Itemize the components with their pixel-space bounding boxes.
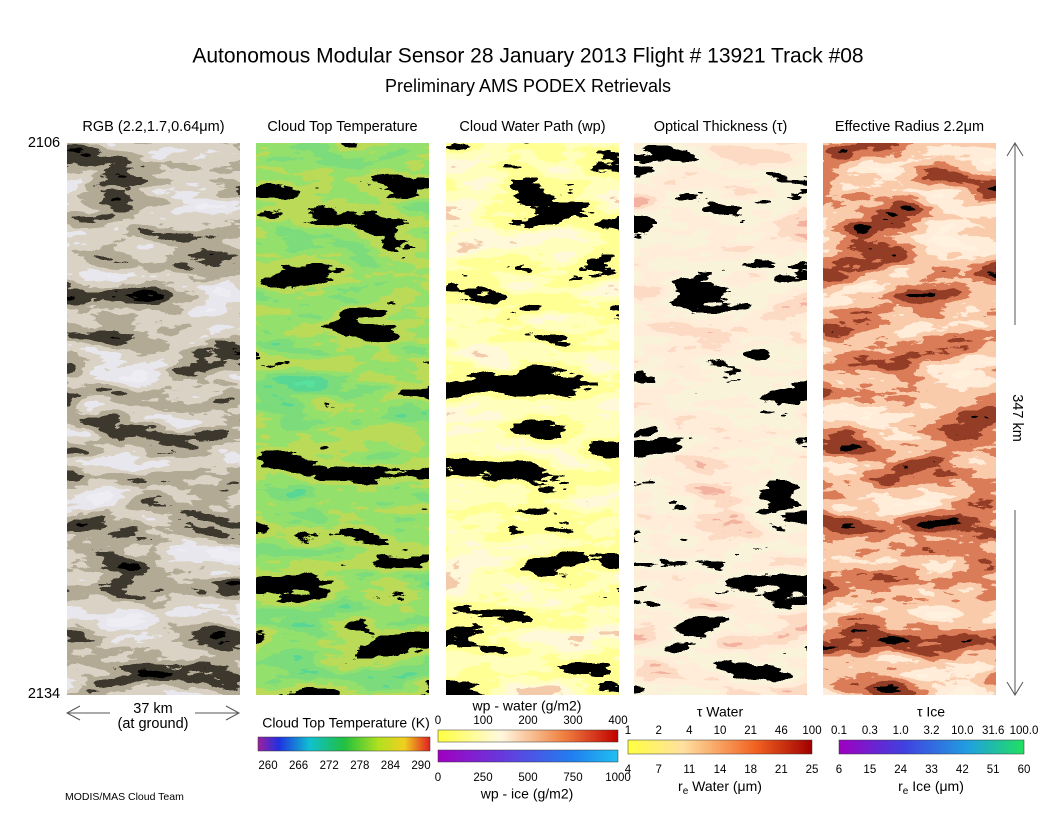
- colorbar-tick-label: 21: [775, 764, 788, 776]
- colorbar-tick-label: 266: [289, 760, 308, 772]
- panel-label: Optical Thickness (τ): [654, 119, 788, 135]
- colorbar-label: re Water (μm): [678, 778, 762, 797]
- panel-label: Effective Radius 2.2μm: [835, 119, 984, 135]
- colorbar-tick-label: 100: [473, 715, 492, 727]
- colorbar: [437, 749, 619, 763]
- colorbar-tick-label: 400: [608, 715, 627, 727]
- width-arrow: [65, 705, 241, 721]
- colorbar-tick-label: 42: [956, 764, 969, 776]
- length-arrow: [1006, 142, 1024, 696]
- panel-label: RGB (2.2,1.7,0.64μm): [82, 119, 224, 135]
- colorbar-label: Cloud Top Temperature (K): [262, 715, 430, 731]
- colorbar-tick-label: 33: [925, 764, 938, 776]
- colorbar-label: τ Ice: [917, 704, 945, 720]
- colorbar-tick-label: 272: [320, 760, 339, 772]
- colorbar-tick-label: 7: [655, 764, 661, 776]
- colorbar: [437, 729, 619, 743]
- image-panel: [256, 143, 429, 695]
- colorbar: [838, 739, 1025, 755]
- colorbar-tick-label: 1: [625, 725, 631, 737]
- image-panel: [823, 143, 996, 695]
- panels: RGB (2.2,1.7,0.64μm) Cloud Top Temperatur…: [67, 119, 996, 695]
- symbol: r: [898, 778, 903, 794]
- colorbar-tick-label: 0.1: [831, 725, 847, 737]
- colorbar-label: τ Water: [697, 704, 744, 720]
- colorbar-tick-label: 21: [744, 725, 757, 737]
- colorbar-tick-label: 15: [863, 764, 876, 776]
- colorbar-tick-label: 6: [836, 764, 842, 776]
- colorbar-tick-label: 25: [806, 764, 819, 776]
- length-label: 347 km: [1009, 394, 1025, 442]
- colorbar-tick-label: 46: [775, 725, 788, 737]
- colorbar-tick-label: 18: [744, 764, 757, 776]
- colorbar-tick-label: 250: [473, 772, 492, 784]
- colorbar-tick-label: 278: [350, 760, 369, 772]
- width-label: 37 km: [133, 701, 173, 717]
- symbol: r: [678, 778, 683, 794]
- colorbar-tick-label: 200: [518, 715, 537, 727]
- colorbar-tick-label: 260: [258, 760, 277, 772]
- colorbar-tick-label: 24: [894, 764, 907, 776]
- colorbar-tick-label: 100: [802, 725, 821, 737]
- colorbar-tick-label: 1.0: [893, 725, 909, 737]
- image-panel: [67, 143, 240, 695]
- colorbar-tick-label: 0.3: [862, 725, 878, 737]
- scan-start: 2106: [28, 135, 60, 151]
- colorbar-tick-label: 3.2: [924, 725, 940, 737]
- colorbar-tick-label: 300: [563, 715, 582, 727]
- colorbar-tick-label: 4: [625, 764, 632, 776]
- colorbar-tick-label: 60: [1018, 764, 1031, 776]
- panel-label: Cloud Water Path (wp): [459, 119, 605, 135]
- subscript: e: [903, 786, 909, 797]
- colorbar-tick-label: 1000: [605, 772, 631, 784]
- image-panel: [634, 143, 807, 695]
- colorbar-label: re Ice (μm): [898, 778, 964, 797]
- colorbar-label: wp - water (g/m2): [472, 698, 582, 714]
- colorbar: [257, 736, 431, 752]
- colorbar-tick-label: 290: [411, 760, 430, 772]
- subscript: e: [683, 786, 689, 797]
- colorbar-tick-label: 10.0: [951, 725, 973, 737]
- colorbar: [627, 739, 813, 755]
- colorbar-tick-label: 2: [655, 725, 661, 737]
- colorbar-tick-label: 14: [714, 764, 727, 776]
- colorbar-tick-label: 0: [435, 772, 441, 784]
- colorbar-tick-label: 11: [683, 764, 695, 776]
- label-text: Water (μm): [688, 778, 762, 794]
- colorbar-tick-label: 51: [987, 764, 1000, 776]
- colorbar-tick-label: 100.0: [1010, 725, 1039, 737]
- label-text: Ice (μm): [908, 778, 964, 794]
- colorbar-tick-label: 10: [714, 725, 727, 737]
- colorbar-label: wp - ice (g/m2): [480, 786, 574, 802]
- panel-label: Cloud Top Temperature: [267, 119, 417, 135]
- image-panel: [446, 143, 619, 695]
- title: Autonomous Modular Sensor 28 January 201…: [192, 45, 863, 68]
- colorbar-tick-label: 31.6: [982, 725, 1004, 737]
- colorbar-tick-label: 750: [563, 772, 582, 784]
- width-note: (at ground): [118, 716, 189, 732]
- colorbar-tick-label: 0: [435, 715, 441, 727]
- credit: MODIS/MAS Cloud Team: [65, 791, 184, 803]
- subtitle: Preliminary AMS PODEX Retrievals: [385, 76, 671, 96]
- colorbar-tick-label: 500: [518, 772, 537, 784]
- colorbar-tick-label: 284: [381, 760, 401, 772]
- scan-end: 2134: [28, 686, 60, 702]
- colorbar-tick-label: 4: [686, 725, 693, 737]
